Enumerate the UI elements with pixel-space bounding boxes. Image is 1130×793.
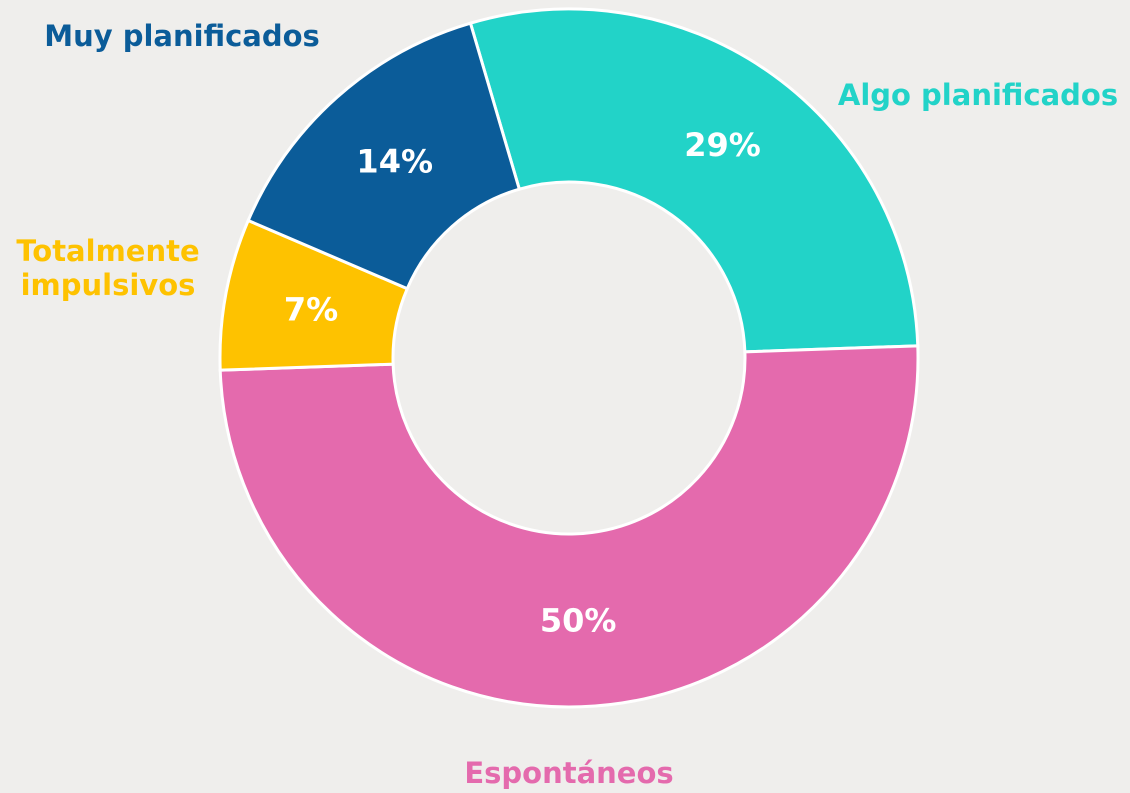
donut-slice: [246, 21, 522, 291]
category-label: Totalmente impulsivos: [16, 234, 199, 302]
value-label: 50%: [540, 601, 617, 639]
category-label: Algo planificados: [838, 78, 1118, 112]
value-label: 14%: [356, 143, 433, 181]
value-label: 7%: [284, 291, 338, 329]
category-label: Espontáneos: [464, 756, 673, 790]
value-label: 29%: [684, 126, 761, 164]
donut-slice: [468, 7, 920, 354]
category-label: Muy planificados: [44, 19, 320, 53]
donut-slice: [218, 344, 920, 708]
